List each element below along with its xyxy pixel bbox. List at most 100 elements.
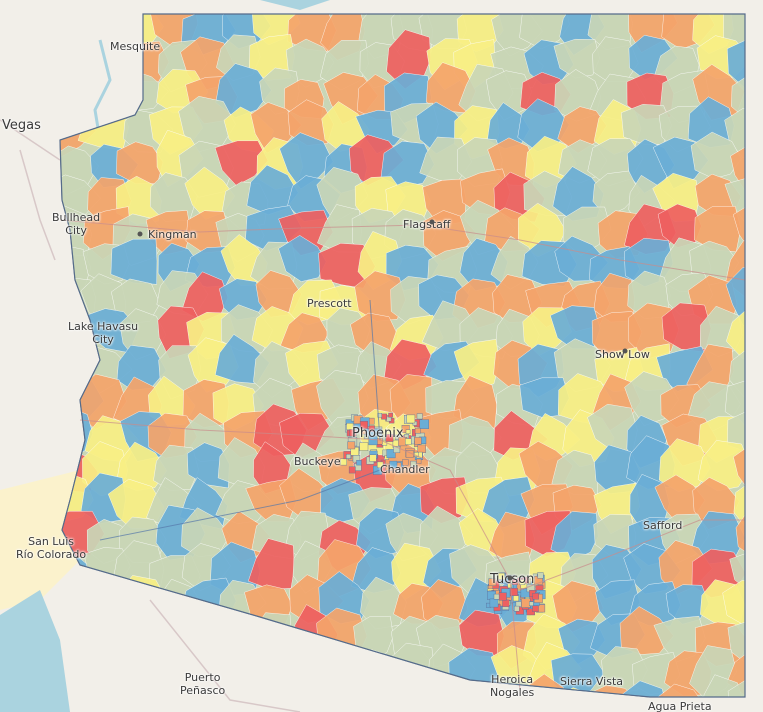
district-region[interactable] (694, 206, 742, 252)
district-region[interactable] (592, 170, 640, 218)
district-region[interactable] (619, 606, 674, 655)
district-region[interactable] (110, 238, 158, 285)
urban-district[interactable] (389, 460, 398, 469)
district-region[interactable] (116, 141, 164, 184)
district-region[interactable] (360, 576, 407, 630)
district-region[interactable] (727, 38, 763, 91)
urban-district[interactable] (405, 429, 411, 435)
urban-district[interactable] (354, 423, 361, 430)
urban-district[interactable] (519, 579, 526, 586)
place-label: Tucson (490, 572, 535, 587)
urban-district[interactable] (417, 444, 426, 453)
urban-district[interactable] (498, 592, 507, 601)
urban-district[interactable] (532, 593, 539, 600)
place-label: San Luis Río Colorado (16, 535, 87, 561)
district-region[interactable] (214, 140, 269, 186)
place-label: Phoenix (352, 426, 404, 441)
urban-district[interactable] (402, 459, 409, 466)
urban-district[interactable] (521, 598, 531, 608)
urban-district[interactable] (377, 413, 382, 418)
urban-district[interactable] (359, 442, 369, 452)
urban-district[interactable] (416, 458, 422, 464)
urban-district[interactable] (416, 413, 423, 420)
place-label: Show Low (595, 348, 650, 361)
urban-district[interactable] (374, 428, 382, 436)
urban-district[interactable] (529, 601, 534, 607)
urban-district[interactable] (493, 593, 500, 600)
district-region[interactable] (550, 511, 599, 561)
district-region[interactable] (723, 1, 763, 49)
district-region[interactable] (519, 377, 570, 418)
place-label: Heroica Nogales (490, 673, 535, 699)
urban-district[interactable] (346, 454, 351, 459)
district-region[interactable] (727, 677, 763, 712)
urban-district[interactable] (532, 605, 539, 612)
urban-district[interactable] (363, 434, 369, 439)
urban-district[interactable] (405, 438, 412, 445)
district-region[interactable] (726, 310, 763, 360)
urban-district[interactable] (507, 583, 513, 589)
urban-district[interactable] (414, 437, 422, 445)
district-region[interactable] (724, 375, 763, 426)
lake-water (260, 0, 330, 10)
urban-district[interactable] (347, 441, 356, 450)
district-region[interactable] (248, 538, 295, 590)
place-label: Kingman (148, 228, 197, 241)
district-region[interactable] (519, 0, 570, 50)
urban-district[interactable] (388, 412, 393, 418)
urban-district[interactable] (369, 454, 377, 462)
urban-district[interactable] (393, 446, 401, 453)
district-region[interactable] (722, 580, 763, 630)
urban-district[interactable] (414, 427, 421, 434)
place-label: Chandler (380, 463, 430, 476)
road (0, 119, 61, 161)
district-region[interactable] (587, 684, 641, 712)
urban-district[interactable] (497, 572, 505, 580)
district-region[interactable] (690, 131, 742, 179)
district-region[interactable] (733, 445, 763, 492)
urban-district[interactable] (509, 588, 518, 596)
urban-district[interactable] (401, 425, 410, 433)
district-region[interactable] (278, 235, 327, 282)
urban-district[interactable] (513, 595, 519, 602)
district-region[interactable] (724, 108, 763, 158)
urban-district[interactable] (386, 449, 396, 459)
state-border (59, 13, 746, 698)
district-region[interactable] (732, 203, 763, 253)
district-region[interactable] (725, 267, 763, 326)
urban-district[interactable] (356, 460, 362, 466)
urban-district[interactable] (368, 436, 378, 446)
district-region[interactable] (485, 70, 532, 121)
urban-district[interactable] (512, 579, 518, 585)
district-region[interactable] (619, 680, 668, 712)
urban-district[interactable] (406, 414, 416, 424)
urban-district[interactable] (381, 413, 387, 420)
urban-district[interactable] (368, 425, 375, 432)
urban-district[interactable] (385, 434, 394, 442)
urban-district[interactable] (386, 416, 392, 422)
district-region[interactable] (80, 472, 126, 524)
urban-district[interactable] (514, 605, 520, 612)
road (149, 599, 301, 712)
urban-district[interactable] (410, 460, 417, 467)
desert-area (0, 470, 80, 610)
urban-district[interactable] (489, 598, 499, 608)
district-region[interactable] (380, 140, 435, 188)
district-region[interactable] (727, 617, 763, 666)
district-region[interactable] (735, 507, 763, 558)
urban-district[interactable] (349, 429, 357, 437)
urban-district[interactable] (419, 419, 429, 429)
urban-district[interactable] (502, 599, 510, 607)
district-region[interactable] (724, 174, 763, 223)
urban-district[interactable] (537, 572, 544, 579)
urban-district[interactable] (340, 458, 347, 466)
urban-district[interactable] (377, 461, 384, 468)
gulf-water (0, 590, 70, 712)
district-region[interactable] (553, 38, 600, 79)
urban-district[interactable] (361, 429, 366, 435)
district-region[interactable] (215, 63, 272, 119)
district-region[interactable] (654, 683, 707, 712)
urban-district[interactable] (348, 466, 356, 474)
urban-district[interactable] (488, 578, 497, 586)
